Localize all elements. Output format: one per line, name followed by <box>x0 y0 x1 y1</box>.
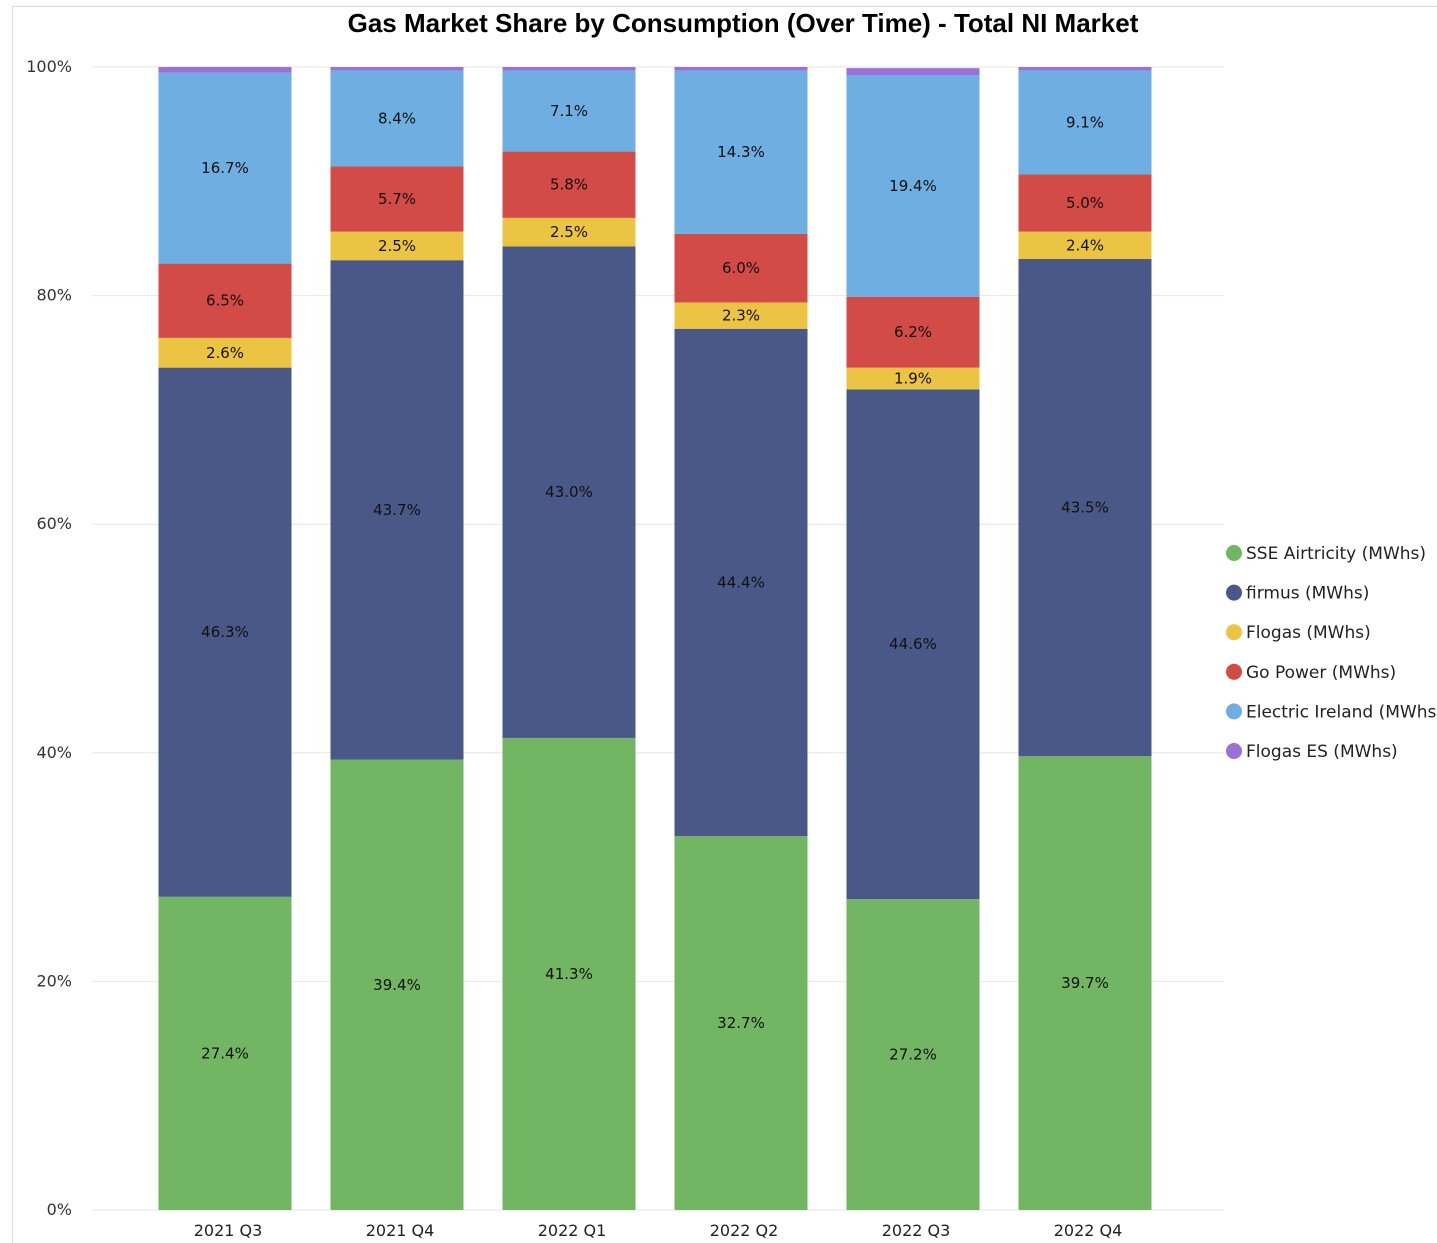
bar-segment <box>158 67 292 73</box>
bar-segment <box>1018 259 1152 757</box>
bar-segment <box>158 896 292 1210</box>
bar-segment <box>502 217 636 247</box>
data-label: 43.0% <box>545 483 593 501</box>
bar-segment <box>502 151 636 218</box>
data-label: 2.3% <box>722 307 760 325</box>
bar-segment <box>330 231 464 261</box>
bar-segment <box>330 166 464 232</box>
y-axis-ticks: 0% 20% 40% 60% 80% 100% <box>26 57 72 1219</box>
data-label: 6.2% <box>894 323 932 341</box>
bar-segment <box>846 75 980 297</box>
x-tick-label: 2022 Q3 <box>882 1221 951 1240</box>
data-label: 7.1% <box>550 102 588 120</box>
data-label: 27.4% <box>201 1044 249 1062</box>
chart-title: Gas Market Share by Consumption (Over Ti… <box>348 8 1139 38</box>
bar-segment <box>674 302 808 329</box>
bar-segment <box>846 367 980 390</box>
data-label: 5.7% <box>378 190 416 208</box>
bar-segment <box>846 389 980 900</box>
bar-segment <box>330 67 464 71</box>
data-label: 16.7% <box>201 159 249 177</box>
bar-segment <box>1018 231 1152 260</box>
bar-segment <box>158 367 292 897</box>
legend: SSE Airtricity (MWhs) firmus (MWhs) Flogas… <box>1226 544 1437 762</box>
chart-frame <box>12 6 1437 1243</box>
bar-segment <box>674 328 808 837</box>
legend-marker <box>1226 624 1242 641</box>
data-label: 43.7% <box>373 501 421 519</box>
y-tick-label: 20% <box>36 971 72 990</box>
bar-segment <box>158 337 292 368</box>
bar-segment <box>502 70 636 152</box>
data-label: 2.5% <box>550 223 588 241</box>
data-label: 44.6% <box>889 635 937 653</box>
data-label: 9.1% <box>1066 113 1104 131</box>
data-label: 1.9% <box>894 369 932 387</box>
x-tick-label: 2021 Q4 <box>366 1221 435 1240</box>
bar-segment <box>1018 70 1152 175</box>
bar-segment <box>330 260 464 760</box>
bar-segment <box>158 263 292 338</box>
data-label: 8.4% <box>378 109 416 127</box>
legend-marker <box>1226 663 1242 680</box>
bar-segment <box>846 899 980 1210</box>
bar-segment <box>1018 756 1152 1210</box>
y-tick-label: 40% <box>36 743 72 762</box>
data-label: 44.4% <box>717 573 765 591</box>
bar-segment <box>1018 174 1152 232</box>
data-label: 43.5% <box>1061 499 1109 517</box>
bars <box>158 67 1152 1210</box>
bar-segment <box>330 759 464 1210</box>
x-tick-label: 2022 Q1 <box>538 1221 607 1240</box>
data-label: 6.0% <box>722 259 760 277</box>
legend-label: Flogas ES (MWhs) <box>1246 742 1398 762</box>
bar-segment <box>330 70 464 167</box>
y-tick-label: 60% <box>36 514 72 533</box>
bar-segment <box>502 246 636 738</box>
bar-segment <box>674 67 808 71</box>
bar-segment <box>846 68 980 76</box>
data-label: 14.3% <box>717 143 765 161</box>
legend-label: Go Power (MWhs) <box>1246 663 1396 683</box>
x-tick-label: 2022 Q2 <box>710 1221 779 1240</box>
data-label: 2.6% <box>206 344 244 362</box>
bar-segment <box>674 233 808 303</box>
data-label: 41.3% <box>545 965 593 983</box>
y-tick-label: 0% <box>47 1200 72 1219</box>
data-label: 2.5% <box>378 237 416 255</box>
data-label: 39.7% <box>1061 974 1109 992</box>
legend-label: SSE Airtricity (MWhs) <box>1246 544 1426 564</box>
y-tick-label: 80% <box>36 286 72 305</box>
legend-label: Electric Ireland (MWhs) <box>1246 702 1437 722</box>
data-label: 39.4% <box>373 976 421 994</box>
bar-segment <box>674 836 808 1210</box>
data-label: 5.8% <box>550 176 588 194</box>
bar-segment <box>502 737 636 1210</box>
data-label: 19.4% <box>889 177 937 195</box>
x-tick-label: 2021 Q3 <box>194 1221 263 1240</box>
legend-marker <box>1226 584 1242 601</box>
y-tick-label: 100% <box>26 57 72 76</box>
x-axis-ticks: 2021 Q3 2021 Q4 2022 Q1 2022 Q2 2022 Q3 2022 … <box>194 1221 1123 1240</box>
legend-label: firmus (MWhs) <box>1246 584 1369 604</box>
data-label: 46.3% <box>201 623 249 641</box>
data-labels: 27.4% 46.3% 2.6% 6.5% 16.7% 39.4% 43.7% 2.5% 5.7… <box>201 102 1109 1064</box>
data-label: 2.4% <box>1066 236 1104 254</box>
bar-segment <box>502 67 636 71</box>
bar-segment <box>1018 67 1152 71</box>
legend-marker <box>1226 545 1242 561</box>
data-label: 27.2% <box>889 1046 937 1064</box>
bar-segment <box>846 296 980 368</box>
x-tick-label: 2022 Q4 <box>1054 1221 1123 1240</box>
legend-marker <box>1226 743 1242 759</box>
bar-segment <box>158 72 292 264</box>
data-label: 5.0% <box>1066 194 1104 212</box>
legend-marker <box>1226 703 1242 720</box>
legend-label: Flogas (MWhs) <box>1246 623 1371 643</box>
data-label: 6.5% <box>206 292 244 310</box>
bar-segment <box>674 70 808 234</box>
data-label: 32.7% <box>717 1014 765 1032</box>
